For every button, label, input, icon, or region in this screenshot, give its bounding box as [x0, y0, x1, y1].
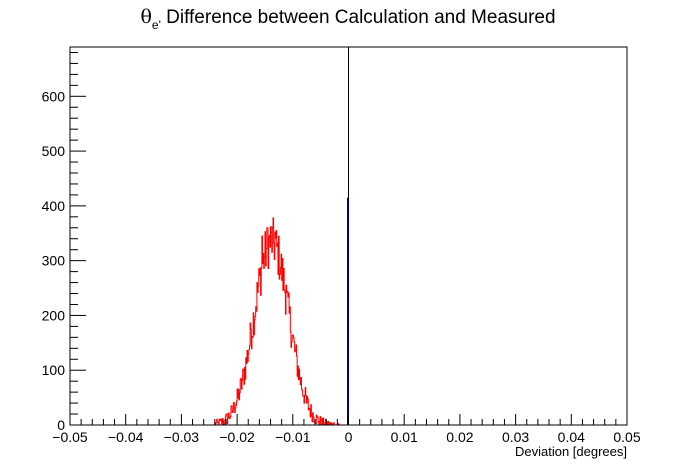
x-tick-label: −0.02 [219, 429, 255, 445]
y-tick-label: 500 [42, 143, 66, 159]
x-tick-label: −0.01 [275, 429, 311, 445]
x-tick-label: 0.03 [502, 429, 529, 445]
title-subscript: e' [152, 18, 161, 32]
x-tick-label: 0.02 [446, 429, 473, 445]
y-tick-label: 300 [42, 253, 66, 269]
y-tick-label: 200 [42, 307, 66, 323]
title-text: Difference between Calculation and Measu… [161, 7, 556, 28]
y-tick-label: 600 [42, 88, 66, 104]
x-tick-label: −0.03 [164, 429, 200, 445]
chart-title: θe' Difference between Calculation and M… [140, 6, 555, 32]
y-axis-ticks: 0 100 200 300 400 500 600 [42, 51, 86, 433]
x-tick-label: −0.05 [52, 429, 88, 445]
y-tick-label: 400 [42, 198, 66, 214]
x-tick-label: 0.01 [391, 429, 418, 445]
x-axis-ticks: −0.05 −0.04 −0.03 −0.02 −0.01 0 0.01 0.02 0.03 0.… [52, 414, 641, 445]
x-tick-label: 0.04 [558, 429, 585, 445]
y-tick-label: 100 [42, 362, 66, 378]
x-tick-label: 0.05 [613, 429, 640, 445]
x-tick-label: −0.04 [108, 429, 144, 445]
x-axis-title: Deviation [degrees] [515, 444, 627, 459]
x-tick-label: 0 [345, 429, 353, 445]
title-theta-symbol: θ [140, 6, 151, 28]
y-tick-label: 0 [57, 417, 65, 433]
